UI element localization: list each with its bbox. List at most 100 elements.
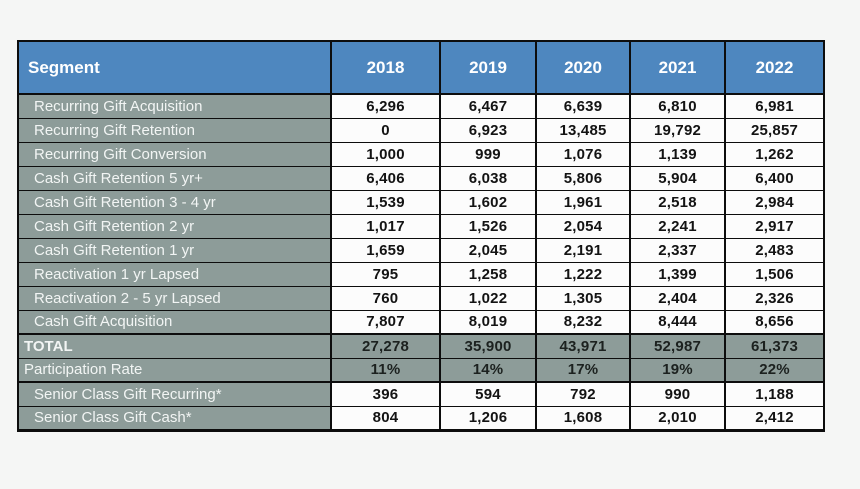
value-cell: 2,917 [724,213,825,239]
year-column-header-2020: 2020 [535,40,631,95]
segment-label: Reactivation 1 yr Lapsed [17,261,332,287]
value-cell: 1,608 [535,405,631,431]
value-cell: 2,404 [629,285,726,311]
value-cell: 1,258 [439,261,537,287]
gift-projection-table: Segment 2018 2019 2020 2021 2022 Recurri… [17,40,825,432]
table-row: Cash Gift Acquisition 7,807 8,019 8,232 8,44… [17,309,825,335]
value-cell: 5,904 [629,165,726,191]
value-cell: 6,038 [439,165,537,191]
year-column-header-2019: 2019 [439,40,537,95]
gift-projection-table-wrap: Segment 2018 2019 2020 2021 2022 Recurri… [17,40,825,432]
value-cell: 1,399 [629,261,726,287]
table-row: Cash Gift Retention 3 - 4 yr 1,539 1,602 1,… [17,189,825,215]
value-cell: 2,518 [629,189,726,215]
value-cell: 1,222 [535,261,631,287]
segment-label: Cash Gift Retention 2 yr [17,213,332,239]
value-cell: 8,232 [535,309,631,335]
value-cell: 795 [330,261,441,287]
value-cell: 13,485 [535,117,631,143]
value-cell: 8,019 [439,309,537,335]
value-cell: 2,337 [629,237,726,263]
year-column-header-2021: 2021 [629,40,726,95]
table-row: Senior Class Gift Recurring* 396 594 792 990… [17,381,825,407]
table-row: Cash Gift Retention 1 yr 1,659 2,045 2,191 2… [17,237,825,263]
value-cell: 1,659 [330,237,441,263]
value-cell: 2,483 [724,237,825,263]
value-cell: 1,139 [629,141,726,167]
value-cell: 43,971 [535,333,631,359]
value-cell: 27,278 [330,333,441,359]
segment-label: Participation Rate [17,357,332,383]
table-row: Recurring Gift Conversion 1,000 999 1,076 1,… [17,141,825,167]
value-cell: 1,076 [535,141,631,167]
value-cell: 1,017 [330,213,441,239]
value-cell: 990 [629,381,726,407]
value-cell: 2,191 [535,237,631,263]
value-cell: 14% [439,357,537,383]
value-cell: 2,054 [535,213,631,239]
value-cell: 8,444 [629,309,726,335]
value-cell: 1,506 [724,261,825,287]
value-cell: 6,400 [724,165,825,191]
table-row: TOTAL 27,278 35,900 43,971 52,987 61,373 [17,333,825,359]
table-row: Senior Class Gift Cash* 804 1,206 1,608 2,01… [17,405,825,431]
value-cell: 760 [330,285,441,311]
value-cell: 25,857 [724,117,825,143]
value-cell: 11% [330,357,441,383]
segment-label: Cash Gift Retention 1 yr [17,237,332,263]
table-row: Recurring Gift Acquisition 6,296 6,467 6,63… [17,93,825,119]
value-cell: 1,262 [724,141,825,167]
value-cell: 5,806 [535,165,631,191]
value-cell: 804 [330,405,441,431]
segment-label: Reactivation 2 - 5 yr Lapsed [17,285,332,311]
value-cell: 2,412 [724,405,825,431]
value-cell: 6,639 [535,93,631,119]
table-row: Recurring Gift Retention 0 6,923 13,485 19,7… [17,117,825,143]
segment-label: Cash Gift Retention 3 - 4 yr [17,189,332,215]
value-cell: 1,539 [330,189,441,215]
table-body: Recurring Gift Acquisition 6,296 6,467 6,63… [17,93,825,431]
year-column-header-2018: 2018 [330,40,441,95]
table-row: Participation Rate 11% 14% 17% 19% 22% [17,357,825,383]
value-cell: 2,045 [439,237,537,263]
table-row: Cash Gift Retention 2 yr 1,017 1,526 2,054 2… [17,213,825,239]
segment-label: Senior Class Gift Recurring* [17,381,332,407]
value-cell: 6,467 [439,93,537,119]
segment-label: Cash Gift Retention 5 yr+ [17,165,332,191]
value-cell: 19% [629,357,726,383]
value-cell: 2,326 [724,285,825,311]
value-cell: 35,900 [439,333,537,359]
value-cell: 22% [724,357,825,383]
segment-label: TOTAL [17,333,332,359]
value-cell: 2,241 [629,213,726,239]
value-cell: 6,923 [439,117,537,143]
value-cell: 52,987 [629,333,726,359]
value-cell: 1,602 [439,189,537,215]
value-cell: 7,807 [330,309,441,335]
value-cell: 17% [535,357,631,383]
value-cell: 8,656 [724,309,825,335]
value-cell: 1,188 [724,381,825,407]
value-cell: 792 [535,381,631,407]
value-cell: 999 [439,141,537,167]
year-column-header-2022: 2022 [724,40,825,95]
value-cell: 1,961 [535,189,631,215]
value-cell: 61,373 [724,333,825,359]
value-cell: 0 [330,117,441,143]
segment-label: Recurring Gift Acquisition [17,93,332,119]
segment-column-header: Segment [17,40,332,95]
segment-label: Recurring Gift Retention [17,117,332,143]
segment-label: Senior Class Gift Cash* [17,405,332,431]
value-cell: 6,810 [629,93,726,119]
value-cell: 6,981 [724,93,825,119]
header-row: Segment 2018 2019 2020 2021 2022 [17,40,825,95]
value-cell: 1,000 [330,141,441,167]
value-cell: 396 [330,381,441,407]
value-cell: 2,984 [724,189,825,215]
value-cell: 6,406 [330,165,441,191]
table-row: Reactivation 1 yr Lapsed 795 1,258 1,222 1,3… [17,261,825,287]
table-header: Segment 2018 2019 2020 2021 2022 [17,40,825,95]
value-cell: 1,305 [535,285,631,311]
value-cell: 1,206 [439,405,537,431]
value-cell: 19,792 [629,117,726,143]
